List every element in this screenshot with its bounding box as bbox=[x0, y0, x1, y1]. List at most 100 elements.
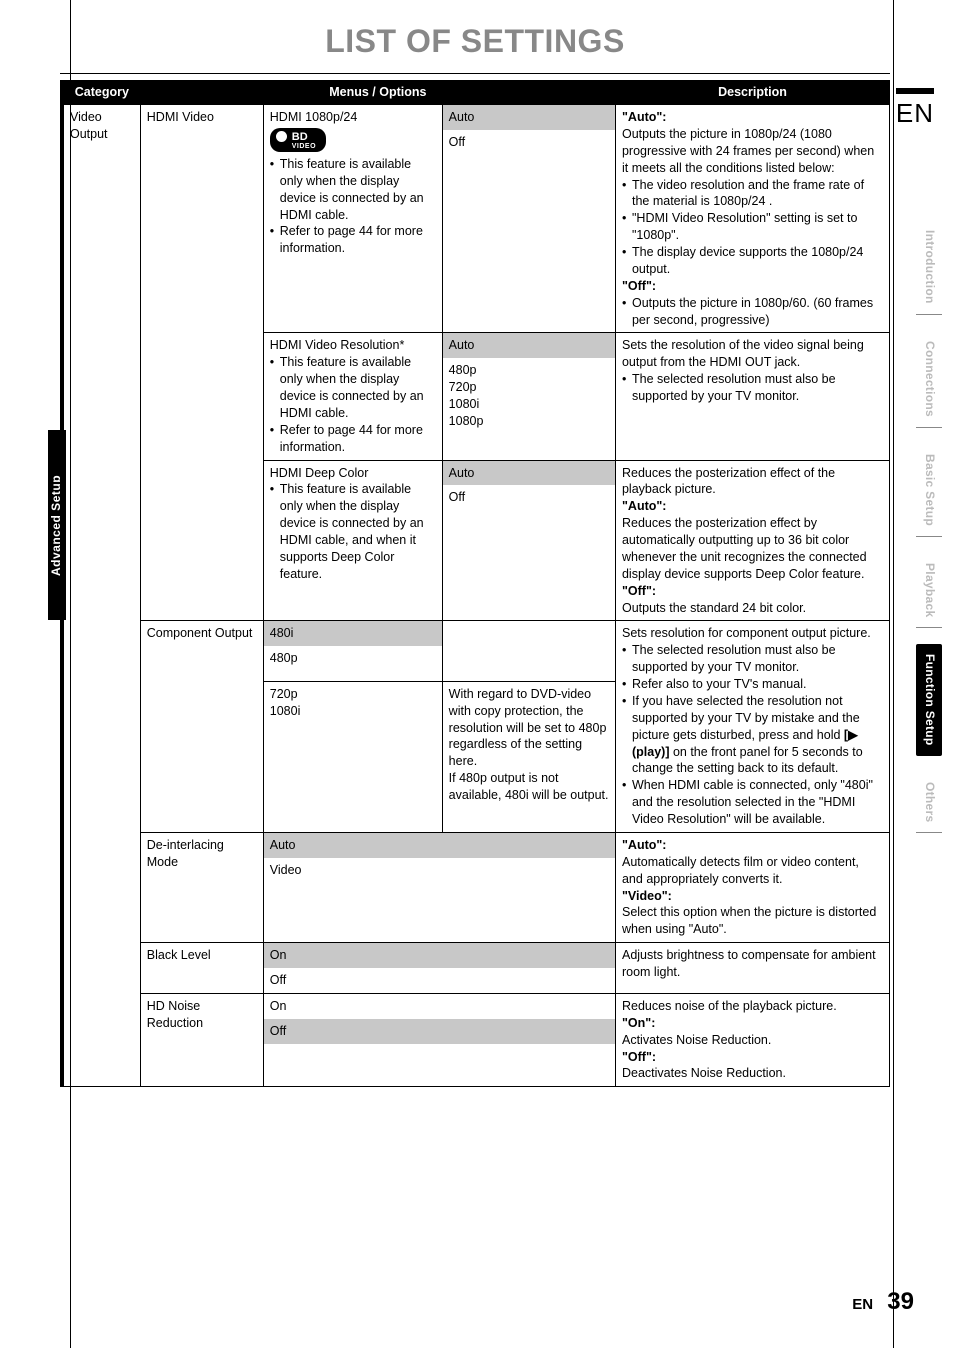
option-list: 480p 720p 1080i 1080p bbox=[443, 358, 615, 434]
desc-text: Reduces the posterization effect by auto… bbox=[622, 516, 867, 581]
page-title: LIST OF SETTINGS bbox=[60, 20, 890, 63]
cell-options: 720p 1080i bbox=[263, 681, 442, 832]
desc-bullet: The selected resolution must also be sup… bbox=[622, 371, 883, 405]
cell-menu1: HDMI Video bbox=[140, 105, 263, 621]
desc-heading: "Auto": bbox=[622, 110, 666, 124]
tab-playback[interactable]: Playback bbox=[916, 553, 942, 628]
desc-bullets: The video resolution and the frame rate … bbox=[622, 177, 883, 278]
option-other: Off bbox=[443, 485, 615, 510]
note-item: This feature is available only when the … bbox=[270, 354, 436, 422]
header-description: Description bbox=[615, 81, 889, 105]
option-other: Off bbox=[264, 968, 615, 993]
footer-lang: EN bbox=[852, 1296, 873, 1313]
desc-bullets: The selected resolution must also be sup… bbox=[622, 371, 883, 405]
title-rule bbox=[60, 73, 890, 74]
cell-menu1: De-interlacing Mode bbox=[140, 832, 263, 942]
option-default: 480i bbox=[264, 621, 442, 646]
cell-options: Auto 480p 720p 1080i 1080p bbox=[442, 333, 615, 460]
menu2-title: HDMI 1080p/24 bbox=[270, 109, 436, 126]
menu2-title: HDMI Video Resolution* bbox=[270, 337, 436, 354]
desc-bullets: Outputs the picture in 1080p/60. (60 fra… bbox=[622, 295, 883, 329]
desc-text: If you have selected the resolution not … bbox=[632, 694, 860, 742]
desc-bullet: If you have selected the resolution not … bbox=[622, 693, 883, 777]
cell-options: On Off bbox=[263, 943, 615, 994]
badge-sub: VIDEO bbox=[292, 144, 316, 150]
table-row: Black Level On Off Adjusts brightness to… bbox=[62, 943, 890, 994]
cell-options: Auto Off bbox=[442, 460, 615, 621]
section-tabs: Introduction Connections Basic Setup Pla… bbox=[916, 100, 942, 833]
desc-text: Sets the resolution of the video signal … bbox=[622, 338, 864, 369]
table-row: Component Output 480i 480p Sets resoluti… bbox=[62, 621, 890, 681]
cell-menu2: HDMI Video Resolution* This feature is a… bbox=[263, 333, 442, 460]
cell-description: Sets the resolution of the video signal … bbox=[615, 333, 889, 460]
desc-heading: "Auto": bbox=[622, 499, 666, 513]
cell-options: Auto Off bbox=[442, 105, 615, 333]
note-item: This feature is available only when the … bbox=[270, 156, 436, 224]
badge-main: BD bbox=[292, 131, 308, 143]
cell-menu1: Black Level bbox=[140, 943, 263, 994]
desc-bullet: The selected resolution must also be sup… bbox=[622, 642, 883, 676]
cell-description: Reduces the posterization effect of the … bbox=[615, 460, 889, 621]
tab-others[interactable]: Others bbox=[916, 772, 942, 833]
option-default: Auto bbox=[443, 461, 615, 486]
bd-video-badge: BD VIDEO bbox=[270, 128, 326, 152]
desc-heading: "Off": bbox=[622, 584, 656, 598]
header-menus: Menus / Options bbox=[140, 81, 615, 105]
cell-description: "Auto": Outputs the picture in 1080p/24 … bbox=[615, 105, 889, 333]
cell-menu1: Component Output bbox=[140, 621, 263, 833]
option-default: On bbox=[264, 943, 615, 968]
desc-text: Deactivates Noise Reduction. bbox=[622, 1066, 786, 1080]
desc-text: Automatically detects film or video cont… bbox=[622, 855, 859, 886]
cell-description: "Auto": Automatically detects film or vi… bbox=[615, 832, 889, 942]
cell-option-note bbox=[442, 621, 615, 681]
settings-table: Category Menus / Options Description Vid… bbox=[60, 80, 890, 1087]
desc-text: Outputs the picture in 1080p/24 (1080 pr… bbox=[622, 127, 874, 175]
desc-bullet: The display device supports the 1080p/24… bbox=[622, 244, 883, 278]
cell-options: 480i 480p bbox=[263, 621, 442, 681]
desc-text: Activates Noise Reduction. bbox=[622, 1033, 771, 1047]
desc-bullet: Outputs the picture in 1080p/60. (60 fra… bbox=[622, 295, 883, 329]
desc-heading: "Auto": bbox=[622, 838, 666, 852]
option-other: 480p bbox=[264, 646, 442, 671]
desc-text: Outputs the standard 24 bit color. bbox=[622, 601, 806, 615]
tab-function-setup[interactable]: Function Setup bbox=[916, 644, 942, 756]
menu2-notes: This feature is available only when the … bbox=[270, 354, 436, 455]
cell-menu2: HDMI Deep Color This feature is availabl… bbox=[263, 460, 442, 621]
tab-introduction[interactable]: Introduction bbox=[916, 220, 942, 315]
desc-text: Reduces the posterization effect of the … bbox=[622, 466, 835, 497]
desc-bullet: The video resolution and the frame rate … bbox=[622, 177, 883, 211]
footer-page-number: 39 bbox=[887, 1288, 914, 1315]
option-default: Off bbox=[264, 1019, 615, 1044]
tab-connections[interactable]: Connections bbox=[916, 331, 942, 428]
table-row: HD Noise Reduction On Off Reduces noise … bbox=[62, 993, 890, 1086]
cell-description: Sets resolution for component output pic… bbox=[615, 621, 889, 833]
cell-category: Video Output bbox=[62, 105, 140, 1087]
note-item: Refer to page 44 for more information. bbox=[270, 422, 436, 456]
desc-text: Sets resolution for component output pic… bbox=[622, 626, 871, 640]
option-other: Video bbox=[264, 858, 615, 883]
desc-bullet: When HDMI cable is connected, only "480i… bbox=[622, 777, 883, 828]
header-category: Category bbox=[62, 81, 140, 105]
page-content: LIST OF SETTINGS Category Menus / Option… bbox=[60, 20, 890, 1087]
desc-heading: "On": bbox=[622, 1016, 655, 1030]
desc-text: Select this option when the picture is d… bbox=[622, 905, 876, 936]
tab-basic-setup[interactable]: Basic Setup bbox=[916, 444, 942, 537]
desc-bullets: The selected resolution must also be sup… bbox=[622, 642, 883, 828]
note-item: This feature is available only when the … bbox=[270, 481, 436, 582]
desc-bullet: "HDMI Video Resolution" setting is set t… bbox=[622, 210, 883, 244]
table-row: Video Output HDMI Video HDMI 1080p/24 BD… bbox=[62, 105, 890, 333]
desc-heading: "Off": bbox=[622, 279, 656, 293]
desc-text: Reduces noise of the playback picture. bbox=[622, 999, 837, 1013]
table-row: De-interlacing Mode Auto Video "Auto": A… bbox=[62, 832, 890, 942]
table-header-row: Category Menus / Options Description bbox=[62, 81, 890, 105]
desc-heading: "Off": bbox=[622, 1050, 656, 1064]
menu2-notes: This feature is available only when the … bbox=[270, 156, 436, 257]
menu2-title: HDMI Deep Color bbox=[270, 465, 436, 482]
cell-description: Reduces noise of the playback picture. "… bbox=[615, 993, 889, 1086]
cell-option-note: With regard to DVD-video with copy prote… bbox=[442, 681, 615, 832]
desc-bullet: Refer also to your TV's manual. bbox=[622, 676, 883, 693]
cell-menu2: HDMI 1080p/24 BD VIDEO This feature is a… bbox=[263, 105, 442, 333]
option-default: Auto bbox=[443, 105, 615, 130]
page-footer: EN 39 bbox=[852, 1286, 914, 1318]
option-default: Auto bbox=[264, 833, 615, 858]
